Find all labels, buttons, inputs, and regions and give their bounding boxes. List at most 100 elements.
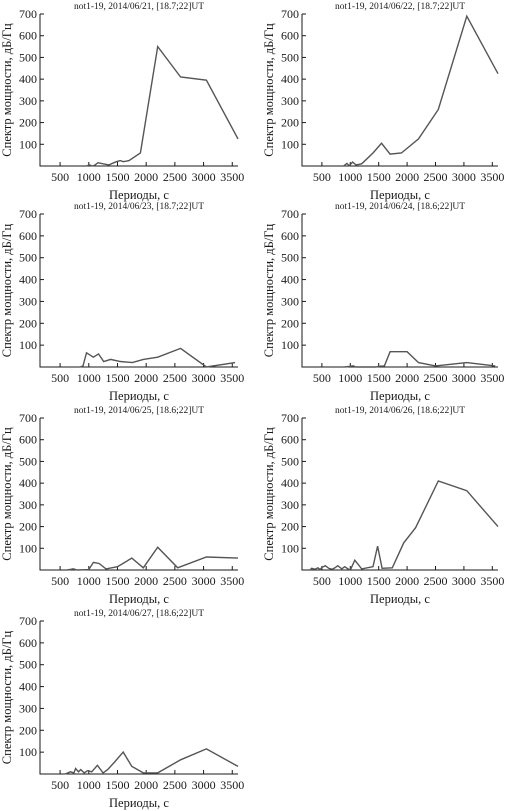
chart-panel-1: not1-19, 2014/06/21, [18.7;22]UT 100 200 30… — [0, 2, 244, 202]
y-tick-label: 500 — [19, 251, 37, 265]
x-tick-label: 1500 — [105, 371, 129, 385]
y-tick-label: 500 — [19, 658, 37, 672]
x-tick-label: 1000 — [338, 170, 362, 184]
chart-panel-5: not1-19, 2014/06/25, [18.6;22]UT 100 200 30… — [0, 406, 244, 606]
x-tick-label: 2500 — [424, 574, 448, 588]
y-tick-label: 500 — [281, 454, 299, 468]
y-tick-label: 300 — [281, 94, 299, 108]
x-tick-label: 3500 — [480, 170, 504, 184]
y-tick-label: 200 — [281, 316, 299, 330]
y-axis-label: Спектр мощности, дБ/Гц — [0, 223, 14, 357]
x-tick-label: 2500 — [424, 170, 448, 184]
y-tick-label: 200 — [281, 116, 299, 130]
x-tick-label: 2500 — [163, 778, 187, 792]
y-axis-label: Спектр мощности, дБ/Гц — [0, 23, 14, 157]
y-tick-label: 100 — [19, 338, 37, 352]
y-axis-label: Спектр мощности, дБ/Гц — [262, 23, 276, 157]
x-tick-label: 1000 — [77, 574, 101, 588]
y-tick-label: 200 — [19, 520, 37, 534]
x-tick-label: 1500 — [105, 778, 129, 792]
x-tick-label: 2000 — [134, 778, 158, 792]
x-tick-label: 3500 — [480, 371, 504, 385]
y-tick-label: 100 — [281, 137, 299, 151]
y-tick-label: 100 — [19, 137, 37, 151]
x-tick-label: 2000 — [134, 574, 158, 588]
x-tick-label: 3500 — [220, 574, 244, 588]
x-tick-label: 2500 — [163, 371, 187, 385]
chart-title: not1-19, 2014/06/21, [18.7;22]UT — [74, 2, 204, 12]
series-line — [343, 14, 499, 167]
x-tick-label: 500 — [313, 574, 331, 588]
x-tick-label: 1500 — [367, 574, 391, 588]
x-tick-label: 3500 — [220, 778, 244, 792]
x-tick-label: 500 — [313, 371, 331, 385]
chart-panel-7: not1-19, 2014/06/27, [18.6;22]UT 100 200 30… — [0, 609, 244, 810]
y-tick-label: 300 — [19, 498, 37, 512]
y-tick-label: 600 — [19, 29, 37, 43]
series-line — [79, 347, 236, 368]
axis-lines — [39, 214, 238, 368]
chart-title: not1-19, 2014/06/22, [18.7;22]UT — [335, 2, 465, 12]
x-tick-label: 1000 — [77, 371, 101, 385]
chart-title: not1-19, 2014/06/27, [18.6;22]UT — [74, 609, 204, 619]
y-axis-label: Спектр мощности, дБ/Гц — [0, 427, 14, 561]
y-tick-label: 200 — [19, 723, 37, 737]
x-tick-label: 500 — [51, 778, 69, 792]
y-tick-label: 600 — [19, 229, 37, 243]
x-tick-label: 3000 — [452, 170, 476, 184]
x-axis-label: Периоды, с — [370, 188, 430, 202]
x-axis-label: Периоды, с — [370, 592, 430, 606]
y-tick-label: 100 — [281, 541, 299, 555]
y-tick-label: 200 — [281, 520, 299, 534]
x-tick-label: 3000 — [452, 574, 476, 588]
x-tick-label: 500 — [51, 170, 69, 184]
y-tick-label: 300 — [19, 701, 37, 715]
y-tick-label: 400 — [19, 680, 37, 694]
axis-lines — [39, 418, 238, 571]
y-tick-label: 200 — [19, 316, 37, 330]
series-line — [64, 748, 239, 775]
x-tick-label: 2000 — [134, 371, 158, 385]
x-tick-label: 3500 — [220, 170, 244, 184]
x-tick-label: 2000 — [395, 170, 419, 184]
y-tick-label: 700 — [281, 7, 299, 21]
y-tick-label: 700 — [281, 207, 299, 221]
x-axis-label: Периоды, с — [370, 389, 430, 403]
chart-title: not1-19, 2014/06/26, [18.6;22]UT — [335, 406, 465, 416]
y-tick-label: 500 — [19, 454, 37, 468]
x-tick-label: 1500 — [367, 170, 391, 184]
y-tick-label: 600 — [281, 229, 299, 243]
x-tick-label: 1500 — [367, 371, 391, 385]
x-tick-label: 1500 — [105, 170, 129, 184]
x-axis-label: Периоды, с — [109, 592, 169, 606]
chart-panel-2: not1-19, 2014/06/22, [18.7;22]UT 100 200 30… — [262, 2, 504, 202]
y-tick-label: 700 — [19, 7, 37, 21]
y-axis-label: Спектр мощности, дБ/Гц — [262, 427, 276, 561]
x-tick-label: 500 — [51, 371, 69, 385]
y-tick-label: 400 — [19, 273, 37, 287]
y-tick-label: 400 — [281, 72, 299, 86]
axis-lines — [301, 418, 498, 571]
x-tick-label: 1500 — [105, 574, 129, 588]
y-tick-label: 100 — [281, 338, 299, 352]
y-tick-label: 600 — [281, 29, 299, 43]
axis-lines — [39, 14, 238, 167]
x-tick-label: 2000 — [395, 371, 419, 385]
chart-title: not1-19, 2014/06/25, [18.6;22]UT — [74, 406, 204, 416]
y-tick-label: 500 — [281, 50, 299, 64]
y-tick-label: 200 — [19, 116, 37, 130]
y-axis-label: Спектр мощности, дБ/Гц — [0, 630, 14, 764]
y-tick-label: 400 — [19, 476, 37, 490]
y-tick-label: 700 — [19, 411, 37, 425]
x-tick-label: 2500 — [163, 574, 187, 588]
chart-panel-3: not1-19, 2014/06/23, [18.7;22]UT 100 200 30… — [0, 202, 244, 403]
y-tick-label: 700 — [19, 614, 37, 628]
x-tick-label: 2500 — [424, 371, 448, 385]
y-tick-label: 300 — [19, 294, 37, 308]
chart-panel-6: not1-19, 2014/06/26, [18.6;22]UT 100 200 30… — [262, 406, 504, 606]
series-line — [309, 480, 499, 571]
x-tick-label: 3500 — [480, 574, 504, 588]
series-line — [344, 351, 496, 368]
x-tick-label: 3000 — [192, 170, 216, 184]
